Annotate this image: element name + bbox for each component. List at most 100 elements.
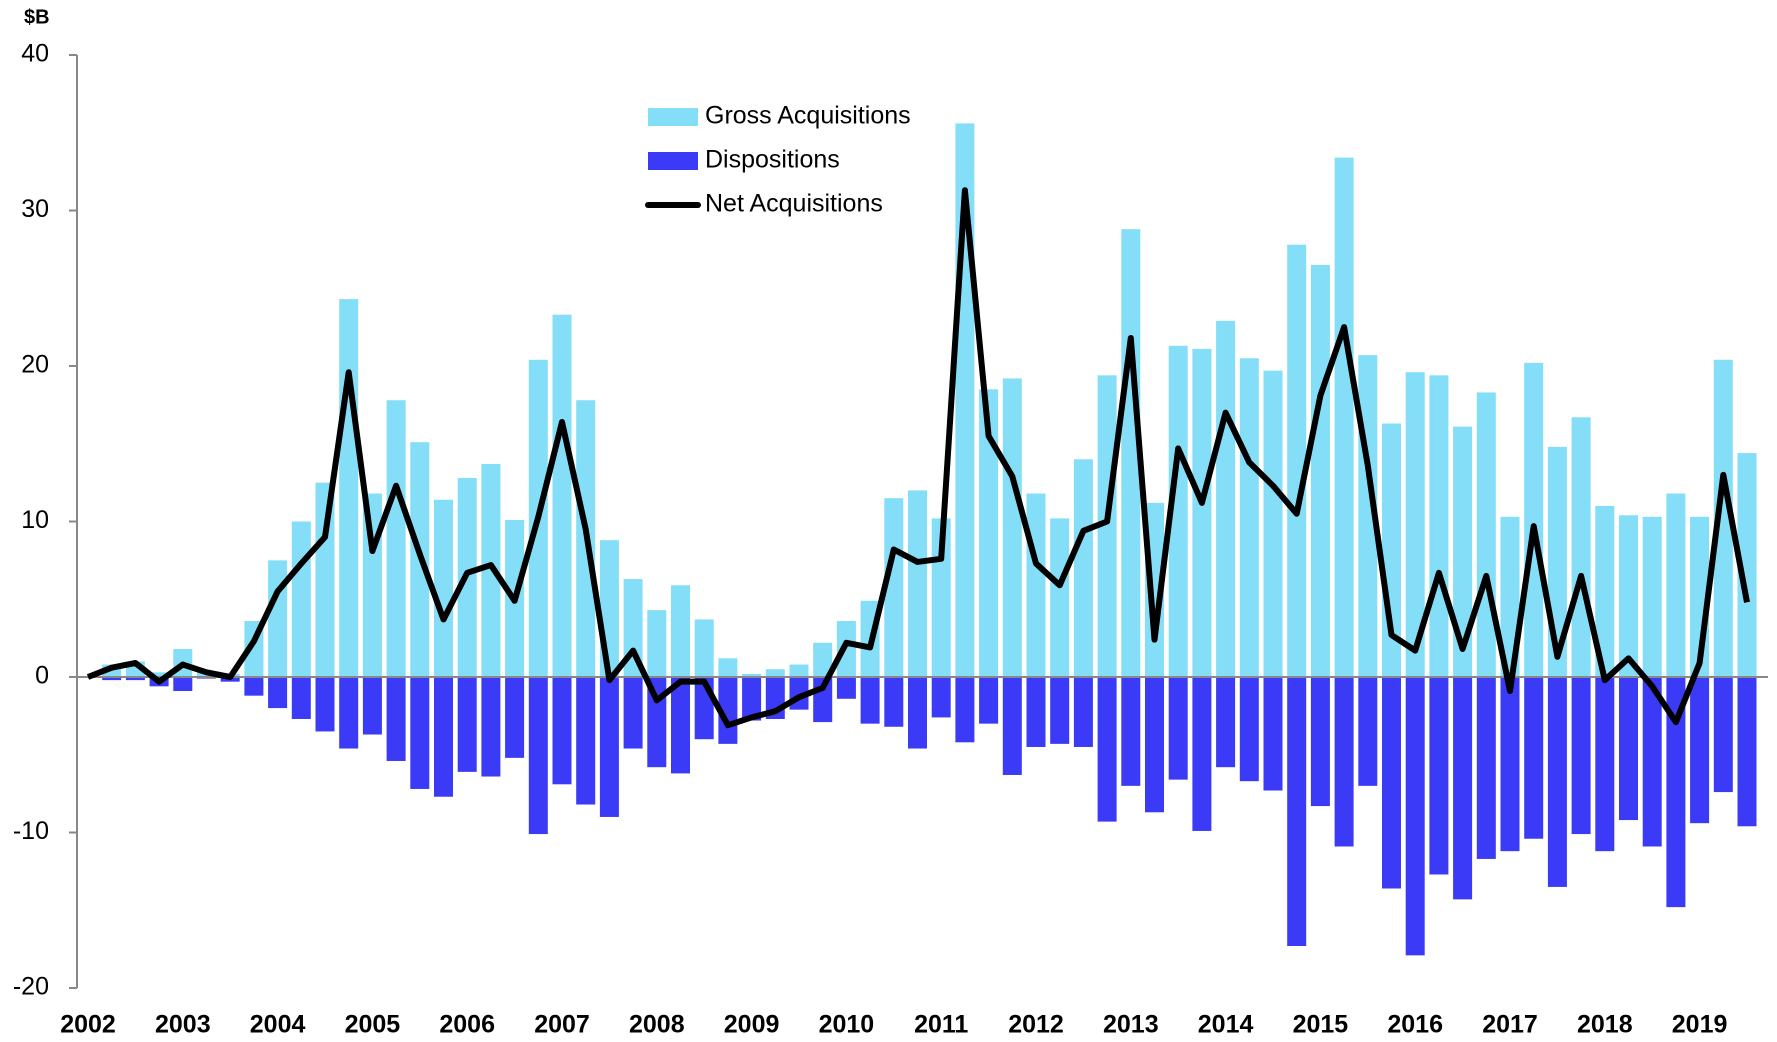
x-tick-label: 2010: [819, 1011, 875, 1039]
bar: [884, 498, 904, 677]
bar: [1192, 348, 1212, 677]
x-tick-label: 2019: [1672, 1011, 1728, 1039]
bar: [1429, 375, 1449, 677]
bar: [789, 664, 809, 677]
x-tick-label: 2009: [724, 1011, 780, 1039]
bar: [955, 677, 975, 743]
bar: [1547, 677, 1567, 887]
bar: [268, 677, 288, 709]
bar: [552, 314, 572, 677]
bar: [1121, 229, 1141, 677]
legend-swatch: [648, 152, 698, 170]
bar: [1097, 375, 1117, 677]
bar: [173, 677, 193, 691]
bar: [1026, 677, 1046, 747]
bar: [1405, 677, 1425, 956]
bar: [457, 677, 477, 772]
y-tick-label: 0: [35, 662, 49, 690]
bar: [1310, 264, 1330, 677]
bar: [434, 499, 453, 677]
y-tick-label: -20: [13, 973, 49, 1001]
y-tick-label: 20: [21, 351, 49, 379]
x-tick-label: 2004: [250, 1011, 306, 1039]
bar: [1121, 677, 1141, 786]
x-tick-label: 2012: [1008, 1011, 1064, 1039]
x-tick-label: 2015: [1293, 1011, 1349, 1039]
bar: [505, 677, 525, 758]
x-tick-label: 2017: [1482, 1011, 1538, 1039]
bar: [1524, 362, 1544, 677]
bar: [1666, 493, 1686, 677]
bar: [1429, 677, 1449, 875]
x-tick-label: 2006: [439, 1011, 495, 1039]
bar: [1145, 677, 1164, 813]
bar: [931, 677, 951, 718]
x-tick-label: 2007: [534, 1011, 590, 1039]
x-tick-label: 2002: [60, 1011, 116, 1039]
bar: [1239, 677, 1259, 782]
bar: [244, 677, 264, 696]
line: [86, 187, 1750, 729]
x-tick-label: 2018: [1577, 1011, 1633, 1039]
legend-label: Gross Acquisitions: [705, 102, 911, 130]
bar: [979, 677, 999, 724]
bar: [1571, 417, 1591, 677]
bar: [1642, 677, 1662, 847]
bar: [291, 521, 311, 677]
bar: [1453, 677, 1473, 900]
bar: [339, 299, 359, 677]
bar: [1002, 677, 1022, 775]
bar: [1073, 677, 1093, 747]
x-tick-label: 2016: [1387, 1011, 1443, 1039]
bar: [386, 400, 406, 677]
bar: [718, 658, 738, 677]
bar: [481, 463, 501, 677]
bar: [1737, 453, 1757, 677]
bar: [765, 669, 785, 677]
bar: [813, 642, 833, 677]
bar: [1713, 359, 1733, 677]
bar: [671, 585, 690, 677]
bar: [694, 619, 714, 677]
bar: [599, 677, 619, 817]
bar: [1168, 345, 1188, 677]
bar: [410, 677, 430, 789]
x-tick-label: 2005: [345, 1011, 401, 1039]
bar: [1192, 677, 1212, 831]
bar: [908, 677, 927, 749]
bar: [1619, 677, 1638, 821]
bar: [291, 677, 311, 719]
bar: [1287, 677, 1307, 947]
bar: [1073, 459, 1093, 677]
bar: [1382, 677, 1401, 889]
bar: [1216, 320, 1236, 677]
bar: [1405, 372, 1425, 677]
bar: [552, 677, 572, 785]
bar: [576, 677, 596, 805]
bar: [908, 490, 927, 677]
bar: [1737, 677, 1757, 827]
bar: [1713, 677, 1733, 793]
bar: [1571, 677, 1591, 835]
legend-label: Net Acquisitions: [705, 190, 883, 218]
y-axis-label: $B: [24, 6, 50, 28]
bar: [860, 677, 880, 724]
bar: [742, 673, 762, 677]
bar: [481, 677, 501, 777]
bar: [1026, 493, 1046, 677]
y-tick-label: -10: [13, 817, 49, 845]
bar: [1168, 677, 1188, 780]
y-tick-label: 10: [21, 506, 49, 534]
bar: [1690, 677, 1710, 824]
bar: [1642, 516, 1662, 677]
x-tick-label: 2003: [155, 1011, 211, 1039]
bar: [339, 677, 359, 749]
bar: [1334, 677, 1354, 847]
bar: [623, 677, 643, 749]
legend-swatch: [648, 108, 698, 126]
bar: [1310, 677, 1330, 807]
bar: [1500, 677, 1520, 852]
bar: [268, 560, 288, 677]
bar: [1358, 677, 1378, 786]
